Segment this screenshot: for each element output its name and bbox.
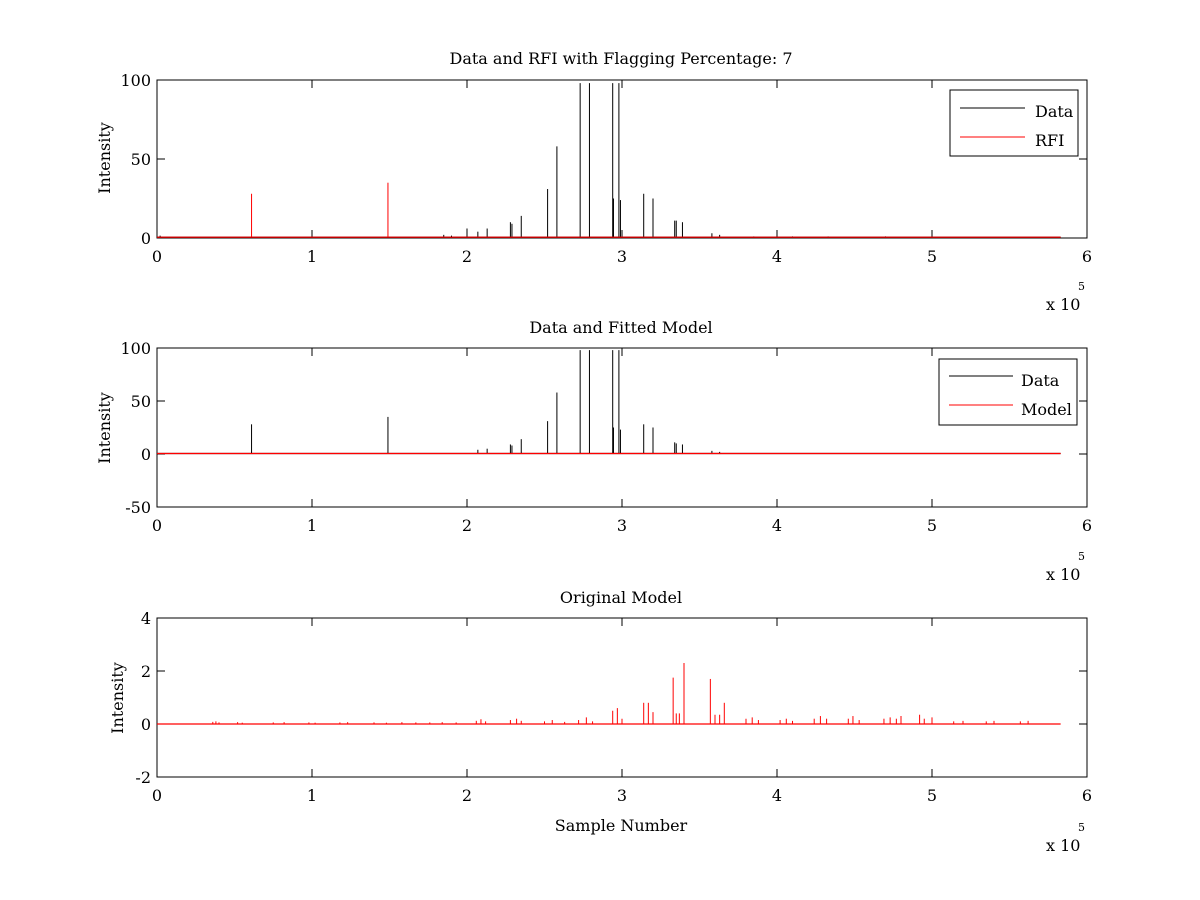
y-tick-label: 0: [141, 715, 151, 734]
x-tick-label: 0: [152, 516, 162, 535]
x-tick-label: 2: [462, 247, 472, 266]
x-tick-label: 0: [152, 247, 162, 266]
x-tick-label: 5: [927, 516, 937, 535]
x-tick-label: 5: [927, 786, 937, 805]
x-tick-label: 4: [772, 516, 782, 535]
subplot-1-axes-box: [156, 79, 1088, 239]
x-tick-label: 4: [772, 247, 782, 266]
subplot-3-x-exponent-base: x 10: [1046, 836, 1080, 855]
y-tick-label: -50: [125, 498, 151, 517]
subplot-2-x-exponent: x 10: [1046, 565, 1080, 584]
x-tick-label: 4: [772, 786, 782, 805]
x-tick-label: 5: [927, 247, 937, 266]
subplot-3-axes-box: [156, 617, 1088, 778]
subplot-1-title: Data and RFI with Flagging Percentage: 7: [449, 49, 792, 68]
x-tick-label: 2: [462, 786, 472, 805]
subplot-2-legend-label-data: Data: [1021, 371, 1060, 390]
plot-area-1: 0 1 2 3 4 5 6 0 50 100: [120, 71, 1092, 266]
y-tick-label: 4: [141, 609, 151, 628]
series-model: [157, 663, 1061, 725]
subplot-2-legend: Data Model: [938, 358, 1078, 426]
x-tick-label: 3: [617, 786, 627, 805]
y-tick-label: 100: [120, 71, 151, 90]
x-tick-label: 6: [1082, 786, 1092, 805]
subplot-1-legend: Data RFI: [949, 89, 1079, 157]
series-data: [157, 83, 1061, 238]
subplot-2-legend-label-model: Model: [1021, 400, 1072, 419]
x-tick-label: 6: [1082, 516, 1092, 535]
subplot-1: 0 1 2 3 4 5 6 0 50 100 Data and RFI with Flagging…: [95, 49, 1092, 314]
subplot-3-title: Original Model: [560, 588, 682, 607]
subplot-1-x-exponent-power: 5: [1078, 280, 1085, 293]
x-tick-label: 3: [617, 516, 627, 535]
series-data: [157, 350, 1061, 455]
y-tick-label: 50: [131, 392, 151, 411]
subplot-2-legend-box: [938, 358, 1078, 426]
x-tick-label: 2: [462, 516, 472, 535]
subplot-1-legend-label-data: Data: [1035, 102, 1074, 121]
subplot-3-ylabel: Intensity: [108, 662, 127, 734]
subplot-1-legend-label-rfi: RFI: [1035, 131, 1064, 150]
y-tick-label: 100: [120, 339, 151, 358]
subplot-2-x-exponent-power: 5: [1078, 550, 1085, 563]
x-tick-label: 1: [307, 516, 317, 535]
subplot-1-x-exponent: x 10: [1046, 295, 1080, 314]
subplot-3-xlabel: Sample Number: [555, 816, 688, 835]
y-tick-label: 0: [141, 229, 151, 248]
y-tick-label: 0: [141, 445, 151, 464]
subplot-3-x-exponent: x 10: [1046, 836, 1080, 855]
x-tick-label: 1: [307, 786, 317, 805]
x-tick-label: 1: [307, 247, 317, 266]
subplot-2-title: Data and Fitted Model: [529, 318, 712, 337]
subplot-2-x-exponent-base: x 10: [1046, 565, 1080, 584]
y-tick-label: 50: [131, 150, 151, 169]
series-rfi: [157, 182, 1061, 238]
y-tick-label: -2: [135, 768, 151, 787]
subplot-3-x-exponent-power: 5: [1078, 821, 1085, 834]
subplot-1-x-exponent-base: x 10: [1046, 295, 1080, 314]
subplot-1-legend-box: [949, 89, 1079, 157]
subplot-2-ylabel: Intensity: [95, 392, 114, 464]
x-tick-label: 0: [152, 786, 162, 805]
x-tick-label: 3: [617, 247, 627, 266]
x-tick-label: 6: [1082, 247, 1092, 266]
y-tick-label: 2: [141, 662, 151, 681]
subplot-1-ylabel: Intensity: [95, 122, 114, 194]
